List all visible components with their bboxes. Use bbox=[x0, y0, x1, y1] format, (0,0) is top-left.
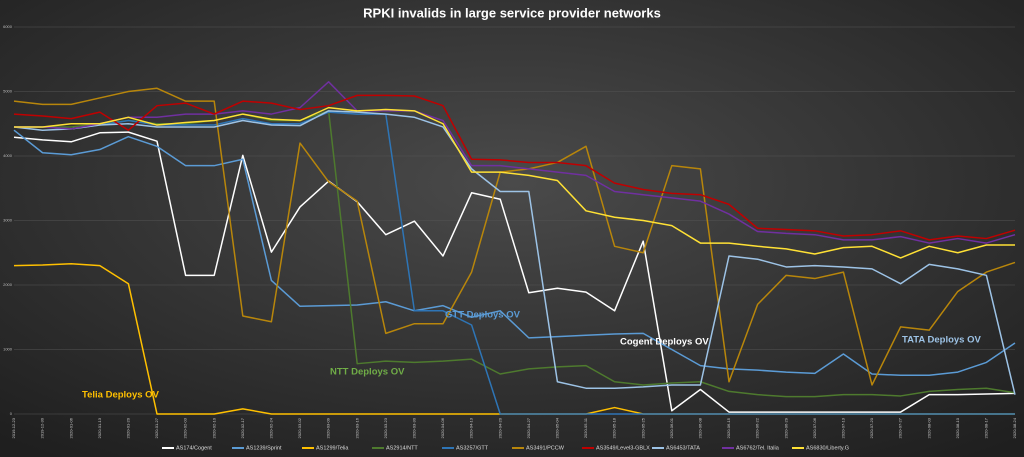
annotation: GTT Deploys OV bbox=[445, 310, 521, 321]
legend-label: AS3257/GTT bbox=[456, 445, 489, 451]
x-tick-label: 2020-01-13 bbox=[97, 417, 102, 438]
annotation: NTT Deploys OV bbox=[330, 367, 405, 378]
x-tick-label: 2020-07-13 bbox=[840, 417, 845, 438]
chart-title: RPKI invalids in large service provider … bbox=[363, 5, 661, 20]
x-tick-label: 2020-01-20 bbox=[125, 417, 130, 438]
x-tick-label: 2020-06-29 bbox=[783, 417, 788, 438]
legend-label: AS6830/Liberty.G bbox=[806, 445, 849, 451]
annotation: Cogent Deploys OV bbox=[620, 337, 709, 348]
x-tick-label: 2020-07-06 bbox=[812, 417, 817, 438]
series-line bbox=[13, 131, 1016, 413]
y-tick-label: 5000 bbox=[3, 89, 13, 94]
x-tick-label: 2020-06-08 bbox=[697, 417, 702, 438]
x-tick-label: 2020-08-17 bbox=[983, 417, 988, 438]
series-line bbox=[14, 111, 1015, 415]
x-tick-label: 2020-06-22 bbox=[755, 417, 760, 438]
legend-label: AS6762/Tel. Italia bbox=[736, 445, 780, 451]
x-tick-label: 2020-05-18 bbox=[612, 417, 617, 438]
legend-label: AS3549/Level3-GBLX bbox=[596, 445, 650, 451]
x-tick-label: 2020-06-15 bbox=[726, 417, 731, 438]
x-tick-label: 2020-06-01 bbox=[669, 417, 674, 438]
legend-label: AS174/Cogent bbox=[176, 445, 212, 451]
x-tick-label: 2020-04-20 bbox=[497, 417, 502, 438]
x-tick-label: 2020-08-10 bbox=[955, 417, 960, 438]
x-tick-label: 2020-07-27 bbox=[898, 417, 903, 438]
x-tick-label: 2020-02-03 bbox=[183, 417, 188, 438]
y-tick-label: 3000 bbox=[3, 218, 13, 223]
y-tick-label: 1000 bbox=[3, 347, 13, 352]
x-tick-label: 2020-05-04 bbox=[554, 417, 559, 438]
x-tick-label: 2020-03-23 bbox=[383, 417, 388, 438]
series-line bbox=[13, 129, 1016, 377]
y-tick-label: 2000 bbox=[3, 282, 13, 287]
y-tick-label: 0 bbox=[10, 411, 13, 416]
y-tick-label: 6000 bbox=[3, 24, 13, 29]
legend-label: AS1299/Telia bbox=[316, 445, 349, 451]
y-tick-label: 4000 bbox=[3, 153, 13, 158]
x-tick-label: 2020-04-13 bbox=[469, 417, 474, 438]
x-tick-label: 2020-01-27 bbox=[154, 417, 159, 438]
x-tick-label: 2020-02-24 bbox=[268, 417, 273, 438]
x-tick-label: 2020-03-30 bbox=[411, 417, 416, 438]
legend-label: AS1239/Sprint bbox=[246, 445, 282, 451]
series-line bbox=[13, 94, 1016, 241]
x-tick-label: 2020-05-25 bbox=[640, 417, 645, 438]
x-tick-label: 2020-08-24 bbox=[1012, 417, 1017, 438]
legend-label: AS2914/NTT bbox=[386, 445, 418, 451]
x-tick-label: 2019-12-23 bbox=[11, 417, 16, 438]
annotation: Telia Deploys OV bbox=[82, 390, 160, 401]
x-tick-label: 2019-12-30 bbox=[40, 417, 45, 438]
series-line bbox=[14, 106, 1015, 259]
x-tick-label: 2020-02-10 bbox=[211, 417, 216, 438]
legend-label: AS6453/TATA bbox=[666, 445, 700, 451]
series-line bbox=[14, 110, 1016, 398]
legend-label: AS3491/PCCW bbox=[526, 445, 565, 451]
x-tick-label: 2020-04-06 bbox=[440, 417, 445, 438]
x-tick-label: 2020-05-11 bbox=[583, 417, 588, 438]
annotation: TATA Deploys OV bbox=[902, 335, 981, 346]
x-tick-label: 2020-04-27 bbox=[526, 417, 531, 438]
series-line bbox=[14, 81, 1016, 244]
x-tick-label: 2020-03-09 bbox=[326, 417, 331, 438]
x-tick-label: 2020-01-06 bbox=[68, 417, 73, 438]
x-tick-label: 2020-02-17 bbox=[240, 417, 245, 438]
series-line bbox=[13, 87, 1016, 386]
x-tick-label: 2020-03-02 bbox=[297, 417, 302, 438]
series-line bbox=[13, 110, 1016, 395]
x-tick-label: 2020-03-16 bbox=[354, 417, 359, 438]
x-tick-label: 2020-07-20 bbox=[869, 417, 874, 438]
x-tick-label: 2020-08-03 bbox=[926, 417, 931, 438]
